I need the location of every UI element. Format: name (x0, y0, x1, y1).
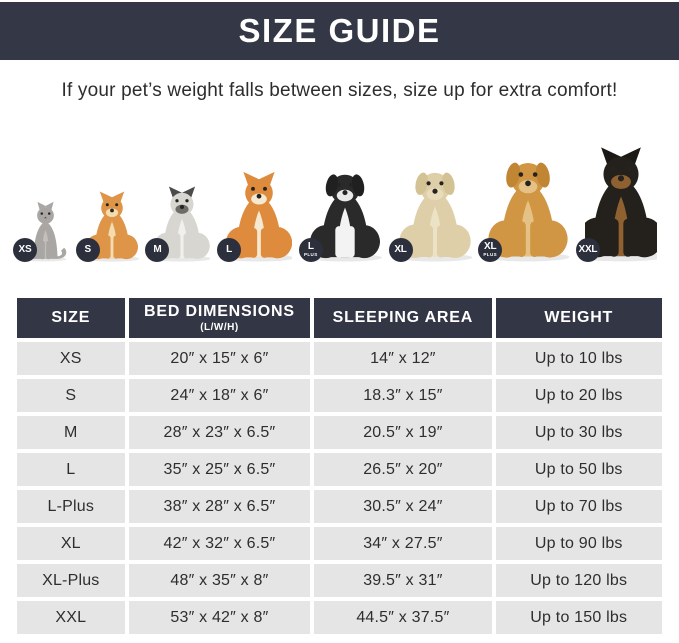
cell-weight: Up to 30 lbs (495, 416, 662, 449)
header-bar: SIZE GUIDE (0, 2, 679, 60)
column-header-sleeping-area: SLEEPING AREA (314, 298, 492, 338)
cell-sleeping-area: 14″ x 12″ (314, 342, 492, 375)
table-header-row: SIZE BED DIMENSIONS (L/W/H) SLEEPING ARE… (17, 298, 662, 338)
badge-label: XL (394, 244, 407, 255)
pet-item-l: L (217, 170, 293, 262)
cell-size: XL-Plus (17, 564, 125, 597)
badge-label: L (307, 241, 314, 253)
cell-weight: Up to 10 lbs (495, 342, 662, 375)
page-title: SIZE GUIDE (238, 12, 441, 49)
cell-bed-dimensions: 38″ x 28″ x 6.5″ (128, 490, 311, 523)
badge-label: XL (484, 241, 497, 253)
cell-weight: Up to 90 lbs (495, 527, 662, 560)
table-row: XL 42″ x 32″ x 6.5″ 34″ x 27.5″ Up to 90… (17, 527, 662, 560)
column-header-bed-note: (L/W/H) (200, 322, 239, 333)
cell-weight: Up to 70 lbs (495, 490, 662, 523)
column-header-weight: WEIGHT (495, 298, 662, 338)
pet-item-m: M (145, 185, 211, 262)
table-row: XL-Plus 48″ x 35″ x 8″ 39.5″ x 31″ Up to… (17, 564, 662, 597)
cell-sleeping-area: 34″ x 27.5″ (314, 527, 492, 560)
badge-sublabel: PLUS (304, 252, 318, 258)
cell-size: XL (17, 527, 125, 560)
table-row: L-Plus 38″ x 28″ x 6.5″ 30.5″ x 24″ Up t… (17, 490, 662, 523)
cell-bed-dimensions: 42″ x 32″ x 6.5″ (128, 527, 311, 560)
pets-row: XS S M L (0, 110, 679, 262)
cell-size: XS (17, 342, 125, 375)
size-badge-xl-plus: XL PLUS (478, 238, 503, 262)
subtitle-text: If your pet’s weight falls between sizes… (61, 80, 618, 101)
size-badge-l: L (217, 238, 242, 262)
column-header-bed-label: BED DIMENSIONS (144, 303, 295, 320)
badge-label: XS (18, 244, 32, 255)
cell-sleeping-area: 30.5″ x 24″ (314, 490, 492, 523)
cell-bed-dimensions: 53″ x 42″ x 8″ (128, 601, 311, 634)
size-badge-xl: XL (388, 238, 413, 262)
cell-weight: Up to 150 lbs (495, 601, 662, 634)
badge-label: S (84, 244, 91, 255)
cell-bed-dimensions: 35″ x 25″ x 6.5″ (128, 453, 311, 486)
cell-sleeping-area: 39.5″ x 31″ (314, 564, 492, 597)
column-header-size: SIZE (17, 298, 125, 338)
table-row: XS 20″ x 15″ x 6″ 14″ x 12″ Up to 10 lbs (17, 342, 662, 375)
size-badge-m: M (145, 238, 170, 262)
badge-label: L (226, 244, 233, 255)
size-table: SIZE BED DIMENSIONS (L/W/H) SLEEPING ARE… (13, 294, 666, 638)
pet-item-xl-plus: XL PLUS (478, 152, 570, 262)
badge-label: M (153, 244, 162, 255)
size-badge-s: S (75, 238, 100, 262)
pet-item-l-plus: L PLUS (298, 165, 382, 262)
cell-size: S (17, 379, 125, 412)
table-row: XXL 53″ x 42″ x 8″ 44.5″ x 37.5″ Up to 1… (17, 601, 662, 634)
pet-item-xs: XS (13, 200, 69, 262)
pet-item-xxl: XXL (575, 145, 657, 262)
pet-item-s: S (75, 190, 139, 262)
cell-weight: Up to 20 lbs (495, 379, 662, 412)
badge-sublabel: PLUS (483, 252, 498, 258)
size-badge-xxl: XXL (575, 238, 600, 262)
table-row: M 28″ x 23″ x 6.5″ 20.5″ x 19″ Up to 30 … (17, 416, 662, 449)
cell-size: L-Plus (17, 490, 125, 523)
table-row: L 35″ x 25″ x 6.5″ 26.5″ x 20″ Up to 50 … (17, 453, 662, 486)
size-badge-l-plus: L PLUS (298, 238, 323, 262)
cell-weight: Up to 50 lbs (495, 453, 662, 486)
cell-weight: Up to 120 lbs (495, 564, 662, 597)
size-badge-xs: XS (13, 238, 37, 262)
table-row: S 24″ x 18″ x 6″ 18.3″ x 15″ Up to 20 lb… (17, 379, 662, 412)
cell-size: M (17, 416, 125, 449)
cell-sleeping-area: 44.5″ x 37.5″ (314, 601, 492, 634)
column-header-bed-dimensions: BED DIMENSIONS (L/W/H) (128, 298, 311, 338)
pet-item-xl: XL (388, 163, 472, 262)
cell-bed-dimensions: 20″ x 15″ x 6″ (128, 342, 311, 375)
badge-label: XXL (578, 244, 598, 255)
cell-bed-dimensions: 48″ x 35″ x 8″ (128, 564, 311, 597)
cell-size: L (17, 453, 125, 486)
size-table-section: SIZE BED DIMENSIONS (L/W/H) SLEEPING ARE… (0, 262, 679, 638)
cell-bed-dimensions: 28″ x 23″ x 6.5″ (128, 416, 311, 449)
cell-sleeping-area: 20.5″ x 19″ (314, 416, 492, 449)
cell-sleeping-area: 26.5″ x 20″ (314, 453, 492, 486)
cell-sleeping-area: 18.3″ x 15″ (314, 379, 492, 412)
cell-size: XXL (17, 601, 125, 634)
cell-bed-dimensions: 24″ x 18″ x 6″ (128, 379, 311, 412)
